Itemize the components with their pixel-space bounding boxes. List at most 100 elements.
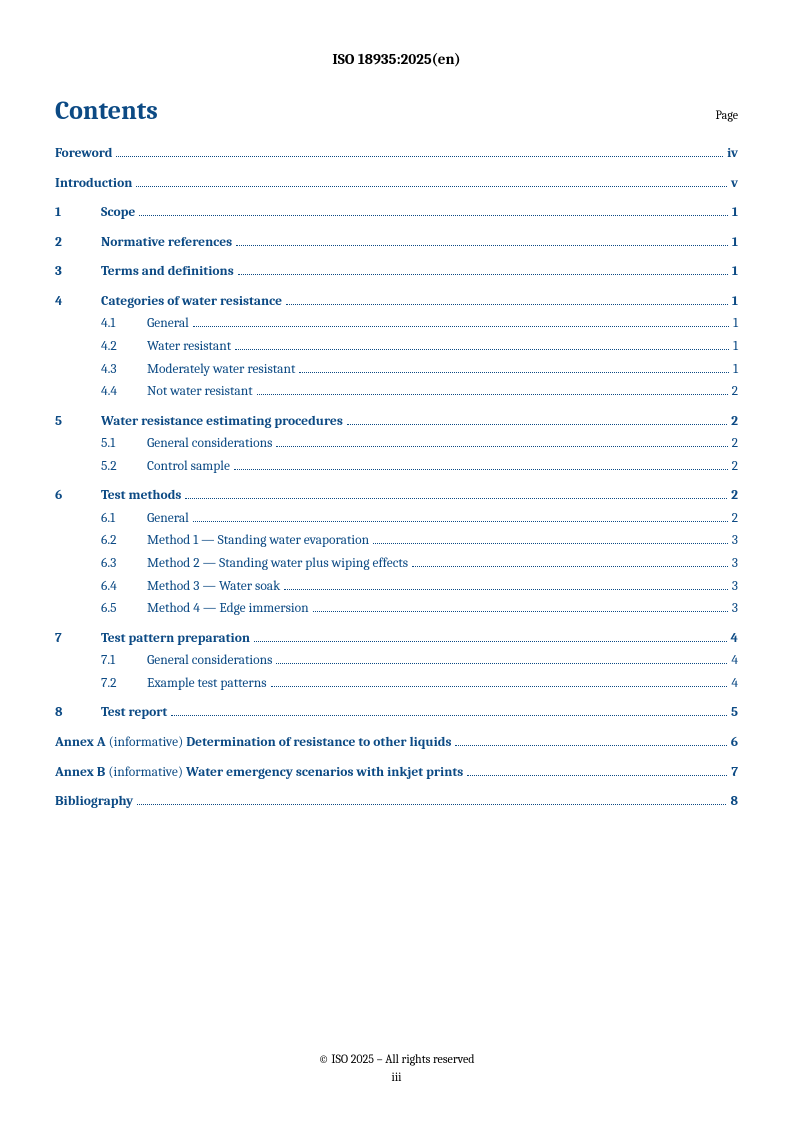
toc-page: 3 bbox=[730, 599, 738, 619]
toc-number: 8 bbox=[55, 703, 101, 723]
toc-entry[interactable]: 4Categories of water resistance1 bbox=[55, 292, 738, 312]
toc-leader bbox=[234, 469, 728, 470]
toc-annex-note: (informative) bbox=[108, 765, 186, 780]
toc-number: 4 bbox=[55, 292, 101, 312]
toc-entry[interactable]: 6.1General2 bbox=[55, 509, 738, 529]
toc-subnumber: 6.3 bbox=[101, 554, 147, 574]
toc-page: 2 bbox=[730, 509, 738, 529]
table-of-contents: ForewordivIntroductionv1Scope12Normative… bbox=[55, 144, 738, 812]
toc-annex-title: Determination of resistance to other liq… bbox=[186, 735, 451, 750]
toc-page: 2 bbox=[729, 486, 738, 506]
toc-title: Method 4 — Edge immersion bbox=[147, 599, 309, 619]
toc-leader bbox=[276, 446, 727, 447]
toc-annex-label: Annex B bbox=[55, 765, 108, 780]
toc-page: 1 bbox=[731, 337, 738, 357]
toc-entry[interactable]: Bibliography8 bbox=[55, 792, 738, 812]
toc-page: iv bbox=[725, 144, 738, 164]
toc-title: Method 2 — Standing water plus wiping ef… bbox=[147, 554, 408, 574]
toc-title: Test methods bbox=[101, 486, 181, 506]
toc-entry[interactable]: 3Terms and definitions1 bbox=[55, 262, 738, 282]
toc-leader bbox=[347, 424, 727, 425]
toc-subnumber: 4.2 bbox=[101, 337, 147, 357]
toc-subnumber: 6.5 bbox=[101, 599, 147, 619]
toc-entry[interactable]: 7.2Example test patterns4 bbox=[55, 674, 738, 694]
toc-page: 3 bbox=[730, 577, 738, 597]
toc-page: 7 bbox=[729, 763, 738, 783]
toc-annex-title: Water emergency scenarios with inkjet pr… bbox=[186, 765, 463, 780]
toc-leader bbox=[236, 245, 728, 246]
toc-entry[interactable]: 4.1General 1 bbox=[55, 314, 738, 334]
toc-page: 4 bbox=[729, 629, 738, 649]
toc-title: Bibliography bbox=[55, 792, 133, 812]
toc-leader bbox=[254, 641, 727, 642]
toc-entry[interactable]: Annex A (informative) Determination of r… bbox=[55, 733, 738, 753]
toc-number: 3 bbox=[55, 262, 101, 282]
toc-leader bbox=[137, 804, 726, 805]
toc-page: 1 bbox=[730, 233, 738, 253]
toc-entry[interactable]: 6.3Method 2 — Standing water plus wiping… bbox=[55, 554, 738, 574]
toc-leader bbox=[185, 498, 727, 499]
toc-title: General considerations bbox=[147, 434, 272, 454]
toc-subnumber: 7.2 bbox=[101, 674, 147, 694]
toc-entry[interactable]: 4.4Not water resistant2 bbox=[55, 382, 738, 402]
toc-title: General bbox=[147, 314, 189, 334]
toc-entry[interactable]: Annex B (informative) Water emergency sc… bbox=[55, 763, 738, 783]
toc-entry[interactable]: 5.2Control sample2 bbox=[55, 457, 738, 477]
toc-page: 5 bbox=[729, 703, 738, 723]
toc-entry[interactable]: 4.2Water resistant 1 bbox=[55, 337, 738, 357]
toc-subnumber: 6.1 bbox=[101, 509, 147, 529]
toc-leader bbox=[116, 156, 723, 157]
toc-entry[interactable]: 6.5Method 4 — Edge immersion 3 bbox=[55, 599, 738, 619]
toc-title: Example test patterns bbox=[147, 674, 267, 694]
toc-page: 6 bbox=[729, 733, 738, 753]
toc-number: 5 bbox=[55, 412, 101, 432]
toc-entry[interactable]: 5Water resistance estimating procedures2 bbox=[55, 412, 738, 432]
toc-page: 4 bbox=[729, 651, 738, 671]
toc-entry[interactable]: 6Test methods 2 bbox=[55, 486, 738, 506]
toc-subnumber: 7.1 bbox=[101, 651, 147, 671]
toc-entry[interactable]: 8Test report 5 bbox=[55, 703, 738, 723]
toc-title: Control sample bbox=[147, 457, 230, 477]
toc-subnumber: 4.3 bbox=[101, 360, 147, 380]
toc-entry[interactable]: 6.2Method 1 — Standing water evaporation… bbox=[55, 531, 738, 551]
toc-page: 1 bbox=[731, 314, 738, 334]
toc-title: Terms and definitions bbox=[101, 262, 234, 282]
toc-entry[interactable]: 6.4Method 3 — Water soak3 bbox=[55, 577, 738, 597]
toc-title: Scope bbox=[101, 203, 135, 223]
toc-entry[interactable]: Introductionv bbox=[55, 174, 738, 194]
toc-leader bbox=[373, 543, 728, 544]
toc-subnumber: 4.1 bbox=[101, 314, 147, 334]
toc-leader bbox=[193, 326, 729, 327]
toc-page: 1 bbox=[730, 292, 738, 312]
toc-number: 1 bbox=[55, 203, 101, 223]
toc-entry[interactable]: 1Scope1 bbox=[55, 203, 738, 223]
toc-leader bbox=[284, 589, 728, 590]
toc-leader bbox=[171, 715, 727, 716]
toc-title: Test pattern preparation bbox=[101, 629, 250, 649]
toc-title: Not water resistant bbox=[147, 382, 253, 402]
toc-leader bbox=[455, 745, 726, 746]
toc-number: 6 bbox=[55, 486, 101, 506]
contents-heading-row: Contents Page bbox=[55, 96, 738, 126]
toc-entry[interactable]: 2Normative references1 bbox=[55, 233, 738, 253]
toc-number: 2 bbox=[55, 233, 101, 253]
toc-entry[interactable]: 4.3Moderately water resistant1 bbox=[55, 360, 738, 380]
page-number: iii bbox=[0, 1070, 793, 1084]
toc-leader bbox=[271, 686, 728, 687]
toc-leader bbox=[313, 611, 728, 612]
toc-leader bbox=[257, 394, 728, 395]
toc-leader bbox=[467, 775, 727, 776]
toc-entry[interactable]: Foreword iv bbox=[55, 144, 738, 164]
toc-title: Test report bbox=[101, 703, 167, 723]
toc-title: Foreword bbox=[55, 144, 112, 164]
toc-leader bbox=[139, 215, 728, 216]
toc-entry[interactable]: 5.1General considerations2 bbox=[55, 434, 738, 454]
toc-leader bbox=[286, 304, 728, 305]
toc-entry[interactable]: 7.1General considerations4 bbox=[55, 651, 738, 671]
toc-annex-label: Annex A bbox=[55, 735, 109, 750]
toc-entry[interactable]: 7Test pattern preparation4 bbox=[55, 629, 738, 649]
toc-title: Water resistant bbox=[147, 337, 231, 357]
toc-title: Moderately water resistant bbox=[147, 360, 295, 380]
copyright-text: © ISO 2025 – All rights reserved bbox=[0, 1052, 793, 1066]
toc-title: Water resistance estimating procedures bbox=[101, 412, 343, 432]
